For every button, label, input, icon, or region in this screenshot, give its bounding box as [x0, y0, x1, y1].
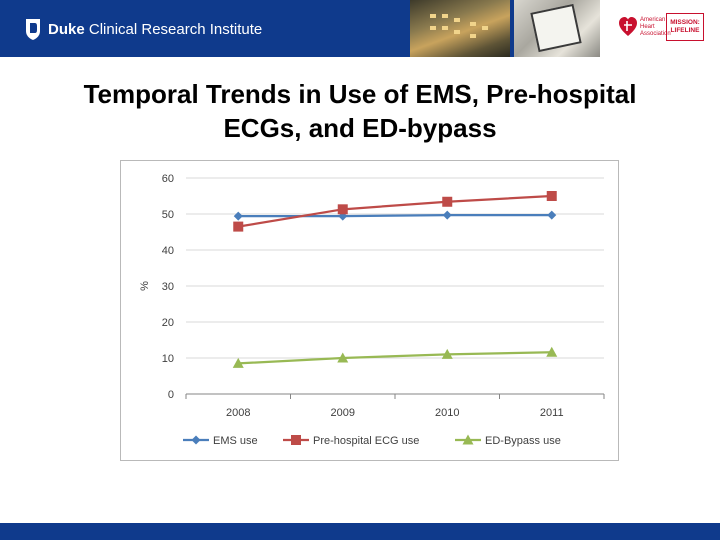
data-point	[547, 210, 557, 220]
title-line-1: Temporal Trends in Use of EMS, Pre-hospi…	[83, 79, 637, 109]
line-chart: 0 10 20 30 40 50 60 2008 2009 2010 2011% EMS use Pre…	[139, 173, 605, 447]
chart-frame: 0 10 20 30 40 50 60 2008 2009 2010 2011% EMS use Pre…	[120, 160, 619, 461]
legend-label: Pre-hospital ECG use	[313, 435, 419, 447]
x-tick-label: 2010	[435, 407, 459, 419]
tablet-screen	[530, 3, 582, 53]
y-tick-label: 50	[162, 209, 174, 221]
slide-title: Temporal Trends in Use of EMS, Pre-hospi…	[20, 77, 700, 145]
duke-shield-icon	[26, 19, 40, 40]
x-tick-label: 2009	[331, 407, 355, 419]
x-tick-label: 2008	[226, 407, 250, 419]
y-tick-label: 0	[168, 389, 174, 401]
heart-icon	[619, 17, 637, 36]
legend-label: EMS use	[213, 435, 258, 447]
data-point	[546, 191, 557, 201]
mission-lifeline-text: MISSION: LIFELINE	[666, 13, 704, 41]
legend-marker	[462, 434, 474, 445]
title-line-2: ECGs, and ED-bypass	[223, 113, 497, 143]
y-tick-label: 10	[162, 353, 174, 365]
data-point	[337, 204, 348, 215]
aha-text: American Heart Association	[640, 17, 671, 37]
data-point	[233, 221, 244, 232]
hospital-building-photo	[410, 0, 510, 57]
x-tick-label: 2011	[540, 407, 564, 419]
data-point	[442, 210, 452, 220]
data-point	[546, 346, 558, 357]
data-point	[233, 211, 243, 221]
slide-footer	[0, 523, 720, 540]
legend-marker	[291, 435, 301, 445]
y-axis-label: %	[139, 281, 151, 291]
data-point	[337, 352, 349, 363]
y-tick-label: 60	[162, 173, 174, 185]
series-line-2	[238, 351, 552, 365]
y-tick-label: 20	[162, 317, 174, 329]
data-point	[442, 196, 453, 207]
legend-label: ED-Bypass use	[485, 435, 561, 447]
data-point	[441, 348, 453, 359]
series-line-0	[238, 213, 552, 218]
y-tick-label: 40	[162, 245, 174, 257]
y-tick-label: 30	[162, 281, 174, 293]
data-point	[232, 357, 244, 368]
duke-logo: Duke Clinical Research Institute	[24, 16, 262, 42]
tablet-photo	[514, 0, 600, 57]
mission-lifeline-logo: American Heart Association MISSION: LIFE…	[600, 0, 720, 57]
slide-header: Duke Clinical Research Institute America…	[0, 0, 720, 57]
logo-text: Duke Clinical Research Institute	[48, 20, 263, 38]
legend-marker	[191, 435, 201, 445]
series-line-1	[238, 194, 552, 228]
